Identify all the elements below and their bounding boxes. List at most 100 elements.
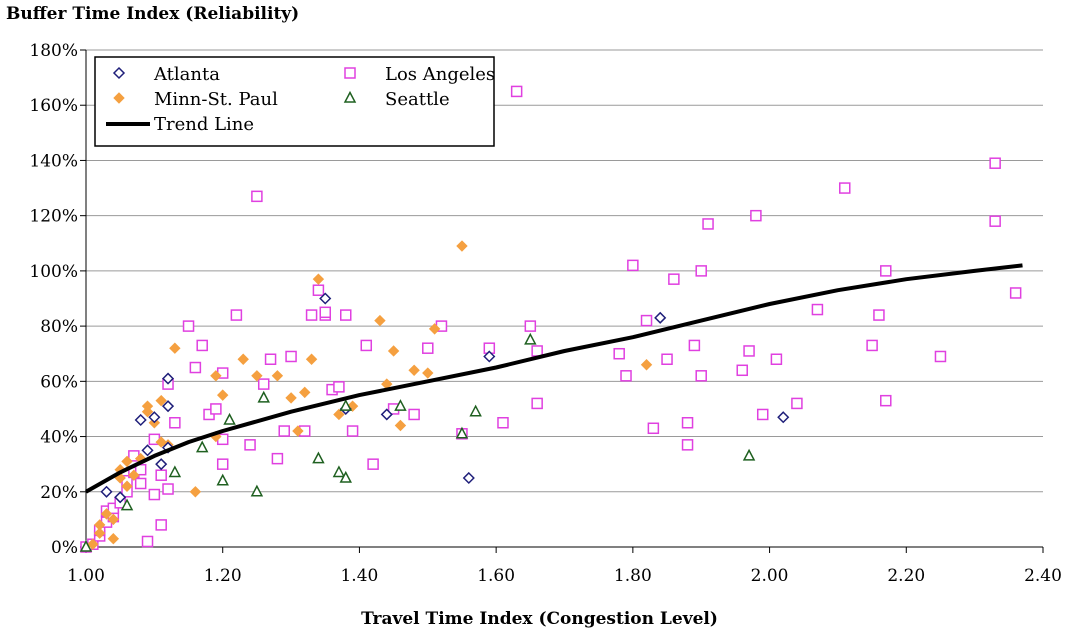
x-tick-label: 1.60 [477,566,515,586]
point-minn-st-paul [121,480,133,492]
point-minn-st-paul [271,370,284,382]
point-los-angeles [989,215,1001,227]
x-tick-label: 2.40 [1024,566,1062,586]
point-los-angeles [873,309,885,321]
legend-marker-minn-st-paul [113,92,125,104]
series-atlanta [100,292,790,504]
point-los-angeles [736,364,748,377]
point-minn-st-paul [394,419,407,432]
point-seattle [455,426,469,439]
point-los-angeles [681,417,694,429]
point-los-angeles [756,408,769,421]
gridlines [86,49,1043,493]
y-tick-label: 180% [29,41,78,61]
point-seattle [79,539,93,552]
point-los-angeles [271,452,284,465]
point-atlanta [155,458,168,471]
point-minn-st-paul [333,408,345,421]
point-minn-st-paul [128,469,140,481]
point-minn-st-paul [93,519,106,531]
y-tick-label: 0% [51,538,78,558]
data-points [79,85,1022,553]
legend-label-trend-line: Trend Line [154,114,254,135]
point-los-angeles [367,458,379,470]
point-minn-st-paul [387,345,400,357]
y-tick-label: 80% [40,317,78,337]
point-los-angeles [702,218,714,230]
point-los-angeles [934,350,947,363]
point-los-angeles [340,309,352,321]
point-los-angeles [497,417,509,429]
y-tick-label: 60% [40,372,78,392]
point-minn-st-paul [100,508,113,520]
point-los-angeles [989,157,1001,169]
series-seattle [79,332,756,552]
point-los-angeles [182,320,195,332]
point-los-angeles [148,488,161,501]
point-atlanta [380,408,393,421]
point-minn-st-paul [217,389,229,401]
legend-box [94,56,495,147]
point-los-angeles [839,182,851,194]
legend-label-los-angeles: Los Angeles [385,64,495,85]
point-atlanta [462,471,475,485]
point-los-angeles [880,265,892,277]
point-atlanta [161,400,175,413]
point-los-angeles [422,342,434,354]
point-los-angeles [531,397,543,410]
point-los-angeles [661,353,673,365]
x-axis-ticks: 1.00 1.20 1.40 1.60 1.80 2.00 2.20 2.40 [67,547,1062,586]
point-seattle [524,332,537,345]
point-minn-st-paul [155,394,167,407]
point-seattle [223,412,236,425]
point-minn-st-paul [189,486,202,498]
point-los-angeles [305,309,318,321]
point-atlanta [777,411,790,424]
x-tick-label: 2.00 [751,566,789,586]
point-minn-st-paul [305,353,318,365]
x-tick-label: 1.40 [340,566,378,586]
legend-label-minn-st-paul: Minn-St. Paul [154,89,278,110]
series-los-angeles [80,85,1022,553]
point-los-angeles [251,190,263,203]
point-atlanta [114,491,127,504]
point-minn-st-paul [237,353,249,365]
point-minn-st-paul [121,455,133,468]
point-minn-st-paul [422,367,434,379]
point-seattle [168,465,182,478]
x-axis-title: Travel Time Index (Congestion Level) [361,609,718,629]
point-los-angeles [791,397,803,410]
point-los-angeles [210,403,222,415]
point-los-angeles [312,284,325,296]
point-los-angeles [750,209,762,222]
point-los-angeles [811,303,824,316]
point-los-angeles [278,425,290,437]
legend: Atlanta Los Angeles Minn-St. Paul Seattle Tr… [94,56,495,147]
y-tick-label: 120% [29,207,78,227]
point-minn-st-paul [107,533,120,545]
point-los-angeles [257,378,270,390]
trend-line-group [85,263,1023,494]
legend-marker-atlanta [112,66,126,80]
point-los-angeles [169,417,181,429]
point-seattle [339,399,352,411]
point-atlanta [319,292,332,305]
axes [85,50,1043,548]
point-los-angeles [141,535,154,548]
point-los-angeles [613,347,625,360]
legend-marker-seattle [343,90,357,103]
point-los-angeles [681,439,694,451]
point-los-angeles [1009,287,1022,299]
point-los-angeles [880,394,892,407]
point-los-angeles [230,309,243,321]
point-los-angeles [155,519,167,531]
point-los-angeles [333,381,345,393]
y-tick-label: 40% [40,428,78,448]
point-los-angeles [196,339,208,352]
point-los-angeles [319,306,331,319]
point-los-angeles [640,314,653,327]
x-tick-label: 1.80 [614,566,652,586]
point-minn-st-paul [428,323,441,335]
point-minn-st-paul [93,527,106,539]
